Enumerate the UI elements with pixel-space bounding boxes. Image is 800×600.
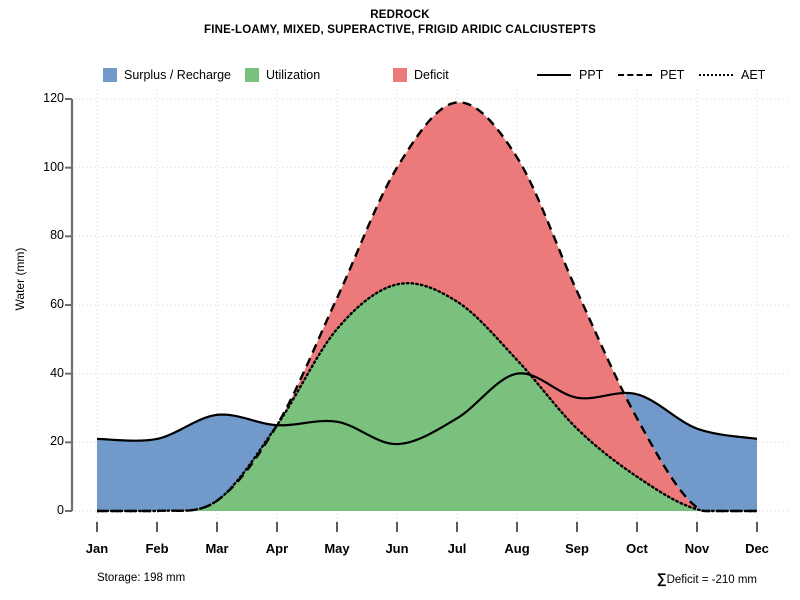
y-axis-tick-label: 80 (50, 228, 64, 243)
curve-ppt (97, 372, 757, 446)
x-axis-tick-label-jan: Jan (85, 541, 109, 556)
legend-label-pet: PET (660, 68, 685, 82)
area-utilization (97, 283, 757, 511)
x-axis-tick-label-mar: Mar (205, 541, 229, 556)
legend-swatch-deficit (393, 68, 407, 82)
chart-title-line-1: REDROCK (370, 9, 430, 21)
x-axis-tick-label-oct: Oct (626, 541, 648, 556)
x-axis-tick-label-aug: Aug (504, 541, 530, 556)
legend-item-utilization: Utilization (245, 68, 320, 82)
chart-title-line-2: FINE-LOAMY, MIXED, SUPERACTIVE, FRIGID A… (204, 24, 596, 36)
x-axis-tick-label-jun: Jun (385, 541, 409, 556)
legend-item-aet: AET (699, 68, 765, 82)
x-axis-tick-label-sep: Sep (565, 541, 589, 556)
sigma-icon: ∑ (656, 570, 667, 586)
line-style-dashed-icon (618, 69, 652, 81)
legend-label-ppt: PPT (579, 68, 604, 82)
legend-label-deficit: Deficit (414, 68, 449, 82)
line-style-dotted-icon (699, 69, 733, 81)
x-axis-tick-label-dec: Dec (745, 541, 769, 556)
legend-item-pet: PET (618, 68, 684, 82)
y-axis-tick-label: 40 (50, 365, 64, 380)
legend-label-surplus: Surplus / Recharge (124, 68, 232, 82)
legend-swatch-surplus (103, 68, 117, 82)
x-axis-tick-label-nov: Nov (684, 541, 710, 556)
deficit-annotation-text: Deficit = -210 mm (666, 574, 757, 586)
x-axis-tick-label-may: May (324, 541, 350, 556)
legend-label-aet: AET (741, 68, 766, 82)
y-axis-tick-label: 0 (57, 503, 64, 517)
x-axis-tick-label-feb: Feb (145, 541, 169, 556)
legend-label-utilization: Utilization (266, 68, 321, 82)
y-axis-tick-label: 60 (50, 297, 64, 311)
curve-pet (97, 101, 757, 513)
legend-item-deficit: Deficit (393, 68, 449, 82)
x-axis-tick-label-apr: Apr (265, 541, 289, 556)
area-surplus-recharge (97, 392, 757, 511)
y-axis-tick-label: 100 (43, 159, 64, 174)
legend-swatch-utilization (245, 68, 259, 82)
chart-legend: Surplus / Recharge Utilization Deficit P… (0, 66, 800, 88)
y-axis-tick-label: 120 (43, 91, 64, 105)
legend-item-ppt: PPT (537, 68, 603, 82)
chart-title: REDROCK FINE-LOAMY, MIXED, SUPERACTIVE, … (0, 8, 800, 38)
area-deficit (279, 102, 700, 510)
deficit-annotation: ∑Deficit = -210 mm (657, 570, 757, 586)
legend-item-surplus: Surplus / Recharge (103, 68, 231, 82)
y-axis-tick-label: 20 (50, 434, 64, 449)
storage-annotation: Storage: 198 mm (97, 572, 186, 584)
x-axis-tick-label-jul: Jul (447, 541, 467, 556)
line-style-solid-icon (537, 69, 571, 81)
